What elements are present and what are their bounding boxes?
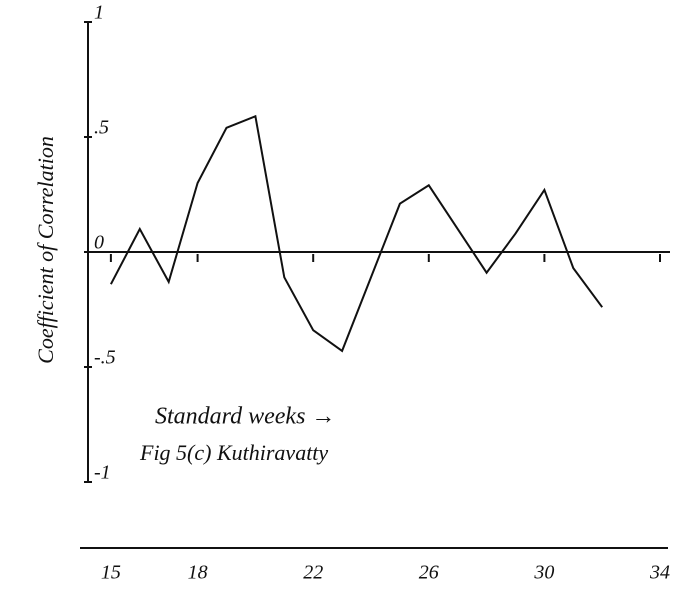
annotation: Fig 5(c) Kuthiravatty [139, 440, 328, 465]
annotation: Standard weeks → [155, 404, 335, 430]
y-tick-label: -1 [94, 462, 111, 484]
y-tick-label: .5 [94, 117, 109, 139]
y-axis-label: Coefficient of Correlation [33, 136, 58, 364]
x-tick-label: 34 [649, 562, 670, 584]
y-tick-label: 1 [94, 2, 104, 24]
y-tick-label: -.5 [94, 347, 116, 369]
x-tick-label: 15 [101, 562, 121, 584]
x-tick-label: 22 [303, 562, 323, 584]
data-line [110, 114, 604, 353]
y-tick-label: 0 [94, 232, 104, 254]
x-tick-label: 26 [419, 562, 439, 584]
x-tick-label: 30 [533, 562, 554, 584]
x-tick-label: 18 [188, 562, 208, 584]
